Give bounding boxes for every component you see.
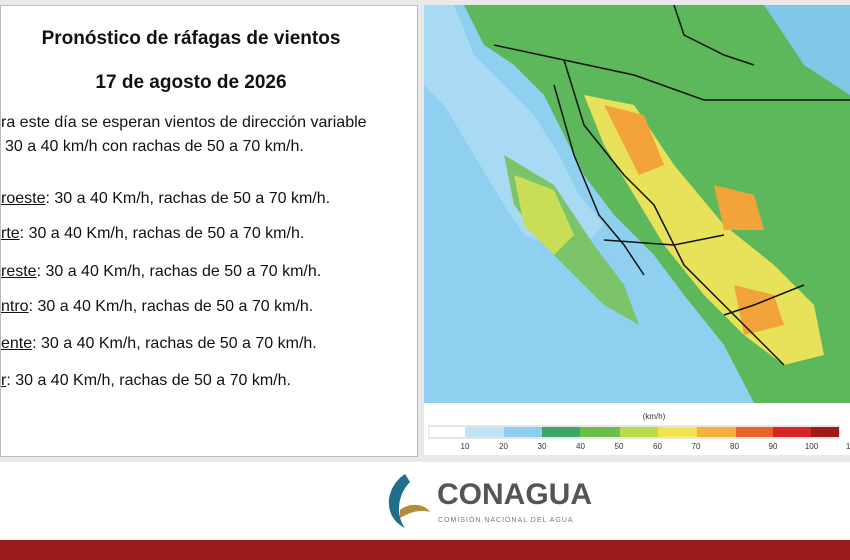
- brand-subtitle: COMISIÓN NACIONAL DEL AGUA: [438, 515, 574, 524]
- region-text: : 30 a 40 Km/h, rachas de 50 a 70 km/h.: [28, 298, 314, 315]
- region-name: r: [1, 372, 7, 389]
- map: (km/h) 10 20 30 40 50 60 70 80 90 100 11: [424, 4, 850, 451]
- legend-label: 20: [499, 442, 508, 451]
- region-text: : 30 a 40 Km/h, rachas de 50 a 70 km/h.: [45, 190, 331, 207]
- legend-unit: (km/h): [643, 412, 666, 421]
- map-panel: (km/h) 10 20 30 40 50 60 70 80 90 100 11: [424, 4, 850, 455]
- region-text: : 30 a 40 Km/h, rachas de 50 a 70 km/h.: [19, 225, 305, 242]
- region-line: roeste: 30 a 40 Km/h, rachas de 50 a 70 …: [1, 190, 330, 208]
- legend-label: 90: [769, 442, 778, 451]
- region-name: roeste: [1, 190, 46, 207]
- legend-label: 30: [538, 442, 547, 451]
- legend-label: 50: [615, 442, 624, 451]
- intro-line: ra este día se esperan vientos de direcc…: [1, 114, 367, 131]
- region-line: ente: 30 a 40 Km/h, rachas de 50 a 70 km…: [1, 335, 317, 353]
- logo: CONAGUA COMISIÓN NACIONAL DEL AGUA: [388, 474, 592, 528]
- footer: CONAGUA COMISIÓN NACIONAL DEL AGUA: [0, 462, 850, 540]
- region-text: : 30 a 40 Km/h, rachas de 50 a 70 km/h.: [32, 335, 317, 352]
- date: 17 de agosto de 2026: [95, 72, 287, 93]
- legend-label: 40: [576, 442, 585, 451]
- region-text: : 30 a 40 Km/h, rachas de 50 a 70 km/h.: [36, 263, 322, 280]
- legend-label: 100: [805, 442, 819, 451]
- legend-label: 80: [730, 442, 739, 451]
- region-line: reste: 30 a 40 Km/h, rachas de 50 a 70 k…: [1, 263, 321, 281]
- region-text: : 30 a 40 Km/h, rachas de 50 a 70 km/h.: [6, 372, 291, 389]
- title: Pronóstico de ráfagas de vientos: [41, 28, 341, 49]
- text-panel: Pronóstico de ráfagas de vientos 17 de a…: [0, 5, 418, 457]
- brand: CONAGUA: [437, 478, 592, 511]
- intro-line: 30 a 40 km/h con rachas de 50 a 70 km/h.: [5, 138, 304, 155]
- region-line: r: 30 a 40 Km/h, rachas de 50 a 70 km/h.: [1, 372, 291, 390]
- legend-label: 60: [653, 442, 662, 451]
- legend-label: 11: [846, 442, 850, 451]
- region-line: ntro: 30 a 40 Km/h, rachas de 50 a 70 km…: [1, 298, 313, 316]
- region-name: reste: [1, 263, 37, 280]
- legend-label: 10: [461, 442, 470, 451]
- legend-label: 70: [692, 442, 701, 451]
- region-line: rte: 30 a 40 Km/h, rachas de 50 a 70 km/…: [1, 225, 304, 243]
- region-name: ntro: [1, 298, 29, 315]
- region-name: rte: [1, 225, 20, 242]
- footer-bar: [0, 540, 850, 560]
- region-name: ente: [1, 335, 33, 352]
